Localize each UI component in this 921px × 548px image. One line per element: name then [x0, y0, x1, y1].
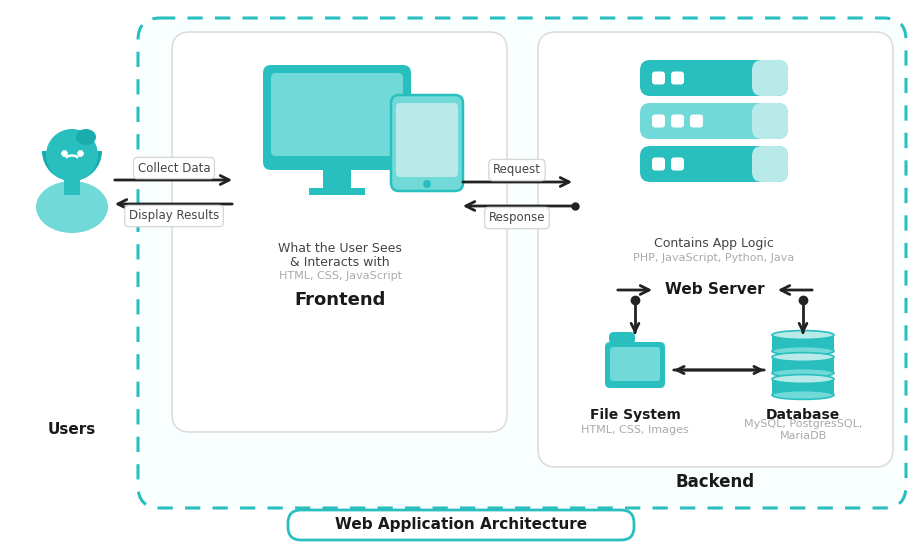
- Text: & Interacts with: & Interacts with: [290, 255, 390, 269]
- Text: File System: File System: [589, 408, 681, 422]
- Ellipse shape: [772, 391, 834, 399]
- FancyBboxPatch shape: [172, 32, 507, 432]
- FancyBboxPatch shape: [640, 146, 788, 182]
- FancyBboxPatch shape: [610, 347, 660, 381]
- Ellipse shape: [36, 181, 108, 233]
- Text: HTML, CSS, JavaScript: HTML, CSS, JavaScript: [278, 271, 402, 281]
- Text: HTML, CSS, Images: HTML, CSS, Images: [581, 425, 689, 435]
- FancyBboxPatch shape: [605, 342, 665, 388]
- FancyBboxPatch shape: [652, 71, 665, 84]
- FancyBboxPatch shape: [391, 95, 463, 191]
- Ellipse shape: [772, 330, 834, 339]
- FancyBboxPatch shape: [652, 157, 665, 170]
- FancyBboxPatch shape: [640, 103, 788, 139]
- Text: Web Application Architecture: Web Application Architecture: [335, 517, 587, 533]
- FancyBboxPatch shape: [609, 332, 635, 344]
- Text: Users: Users: [48, 423, 96, 437]
- FancyBboxPatch shape: [640, 60, 788, 96]
- Ellipse shape: [772, 369, 834, 378]
- Ellipse shape: [772, 346, 834, 356]
- Text: Response: Response: [489, 212, 545, 225]
- FancyBboxPatch shape: [752, 103, 788, 139]
- FancyBboxPatch shape: [263, 65, 411, 170]
- Text: Frontend: Frontend: [295, 291, 386, 309]
- Text: Contains App Logic: Contains App Logic: [654, 237, 774, 250]
- Text: Backend: Backend: [675, 473, 754, 491]
- FancyBboxPatch shape: [138, 18, 906, 508]
- FancyBboxPatch shape: [671, 71, 684, 84]
- Text: Web Server: Web Server: [665, 283, 764, 298]
- Circle shape: [46, 129, 98, 181]
- FancyBboxPatch shape: [752, 146, 788, 182]
- Bar: [64, 179, 80, 195]
- Bar: [309, 188, 365, 195]
- Circle shape: [423, 180, 431, 188]
- Ellipse shape: [772, 375, 834, 384]
- Text: PHP, JavaScript, Python, Java: PHP, JavaScript, Python, Java: [634, 253, 795, 263]
- FancyBboxPatch shape: [271, 73, 403, 156]
- Ellipse shape: [76, 129, 96, 145]
- Text: Display Results: Display Results: [129, 209, 219, 222]
- Ellipse shape: [772, 352, 834, 361]
- Text: Request: Request: [493, 163, 541, 176]
- FancyBboxPatch shape: [671, 115, 684, 128]
- Bar: [772, 335, 834, 351]
- Bar: [323, 170, 351, 188]
- Text: Collect Data: Collect Data: [137, 162, 210, 174]
- Text: Database: Database: [766, 408, 840, 422]
- Bar: [772, 357, 834, 373]
- Wedge shape: [42, 151, 102, 181]
- FancyBboxPatch shape: [671, 157, 684, 170]
- Text: What the User Sees: What the User Sees: [278, 242, 402, 254]
- FancyBboxPatch shape: [690, 115, 703, 128]
- Text: MySQL, PostgresSQL,
MariaDB: MySQL, PostgresSQL, MariaDB: [744, 419, 862, 441]
- FancyBboxPatch shape: [288, 510, 634, 540]
- FancyBboxPatch shape: [396, 103, 458, 177]
- FancyBboxPatch shape: [752, 60, 788, 96]
- Bar: [772, 379, 834, 395]
- FancyBboxPatch shape: [652, 115, 665, 128]
- FancyBboxPatch shape: [538, 32, 893, 467]
